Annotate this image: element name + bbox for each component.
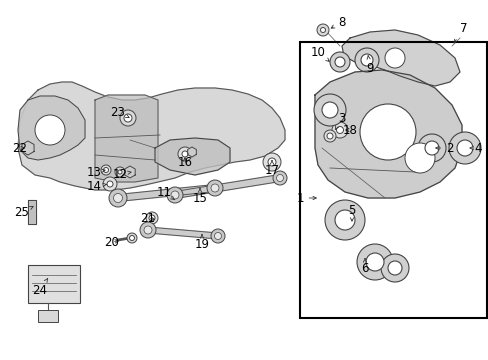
Circle shape xyxy=(101,165,111,175)
Bar xyxy=(38,310,58,322)
Circle shape xyxy=(354,48,378,72)
Polygon shape xyxy=(341,30,459,86)
Text: 13: 13 xyxy=(86,166,105,179)
Circle shape xyxy=(103,167,108,172)
Circle shape xyxy=(129,235,134,240)
Text: 2: 2 xyxy=(435,141,453,154)
Polygon shape xyxy=(187,147,196,157)
Text: 6: 6 xyxy=(361,258,368,274)
Text: 5: 5 xyxy=(347,203,355,221)
Circle shape xyxy=(334,210,354,230)
Text: 9: 9 xyxy=(366,56,373,75)
Bar xyxy=(299,42,486,318)
Circle shape xyxy=(115,167,125,177)
Circle shape xyxy=(456,140,472,156)
Text: 16: 16 xyxy=(177,157,192,170)
Polygon shape xyxy=(22,141,34,155)
Text: 10: 10 xyxy=(310,45,328,62)
Circle shape xyxy=(448,132,480,164)
Circle shape xyxy=(324,130,335,142)
Circle shape xyxy=(182,151,187,157)
Circle shape xyxy=(206,180,223,196)
Text: 12: 12 xyxy=(112,167,131,180)
Circle shape xyxy=(272,171,286,185)
Circle shape xyxy=(124,114,132,122)
Bar xyxy=(28,265,80,303)
Circle shape xyxy=(118,170,122,174)
Circle shape xyxy=(103,177,117,191)
Circle shape xyxy=(380,254,408,282)
Circle shape xyxy=(365,253,383,271)
Circle shape xyxy=(109,189,127,207)
Circle shape xyxy=(267,158,275,166)
Circle shape xyxy=(210,184,219,192)
Circle shape xyxy=(35,115,65,145)
Circle shape xyxy=(316,24,328,36)
Circle shape xyxy=(359,104,415,160)
Polygon shape xyxy=(28,200,36,224)
Polygon shape xyxy=(124,166,135,178)
Polygon shape xyxy=(18,82,285,190)
Circle shape xyxy=(113,194,122,202)
Text: 14: 14 xyxy=(86,180,107,193)
Text: 11: 11 xyxy=(156,185,174,199)
Circle shape xyxy=(356,244,392,280)
Circle shape xyxy=(331,122,347,138)
Circle shape xyxy=(263,153,281,171)
Text: 4: 4 xyxy=(469,141,481,154)
Circle shape xyxy=(329,52,349,72)
Circle shape xyxy=(214,233,221,239)
Text: 25: 25 xyxy=(15,206,33,219)
Circle shape xyxy=(107,181,113,187)
Circle shape xyxy=(325,200,364,240)
Circle shape xyxy=(360,54,372,66)
Circle shape xyxy=(210,229,224,243)
Circle shape xyxy=(149,215,155,221)
Circle shape xyxy=(320,27,325,32)
Circle shape xyxy=(171,191,179,199)
Text: 23: 23 xyxy=(110,105,129,118)
Text: 22: 22 xyxy=(13,141,27,154)
Text: 17: 17 xyxy=(264,161,279,176)
Text: 24: 24 xyxy=(32,278,48,297)
Circle shape xyxy=(387,261,401,275)
Polygon shape xyxy=(174,175,280,198)
Text: 18: 18 xyxy=(342,123,357,136)
Circle shape xyxy=(326,133,332,139)
Text: 7: 7 xyxy=(453,22,467,43)
Polygon shape xyxy=(95,95,158,182)
Circle shape xyxy=(321,102,337,118)
Circle shape xyxy=(120,110,136,126)
Circle shape xyxy=(143,226,152,234)
Circle shape xyxy=(178,147,192,161)
Polygon shape xyxy=(118,185,215,202)
Polygon shape xyxy=(18,96,85,160)
Polygon shape xyxy=(314,70,461,198)
Circle shape xyxy=(336,126,343,134)
Text: 8: 8 xyxy=(330,15,345,28)
Text: 19: 19 xyxy=(194,235,209,251)
Circle shape xyxy=(334,57,345,67)
Text: 21: 21 xyxy=(140,211,155,225)
Circle shape xyxy=(167,187,183,203)
Circle shape xyxy=(313,94,346,126)
Text: 3: 3 xyxy=(334,112,345,130)
Circle shape xyxy=(417,134,445,162)
Circle shape xyxy=(404,143,434,173)
Circle shape xyxy=(127,233,137,243)
Circle shape xyxy=(384,48,404,68)
Circle shape xyxy=(276,175,283,181)
Circle shape xyxy=(140,222,156,238)
Polygon shape xyxy=(147,227,218,239)
Text: 20: 20 xyxy=(104,235,119,248)
Polygon shape xyxy=(155,138,229,175)
Text: 15: 15 xyxy=(192,189,207,204)
Text: 1: 1 xyxy=(296,192,316,204)
Circle shape xyxy=(146,212,158,224)
Circle shape xyxy=(424,141,438,155)
